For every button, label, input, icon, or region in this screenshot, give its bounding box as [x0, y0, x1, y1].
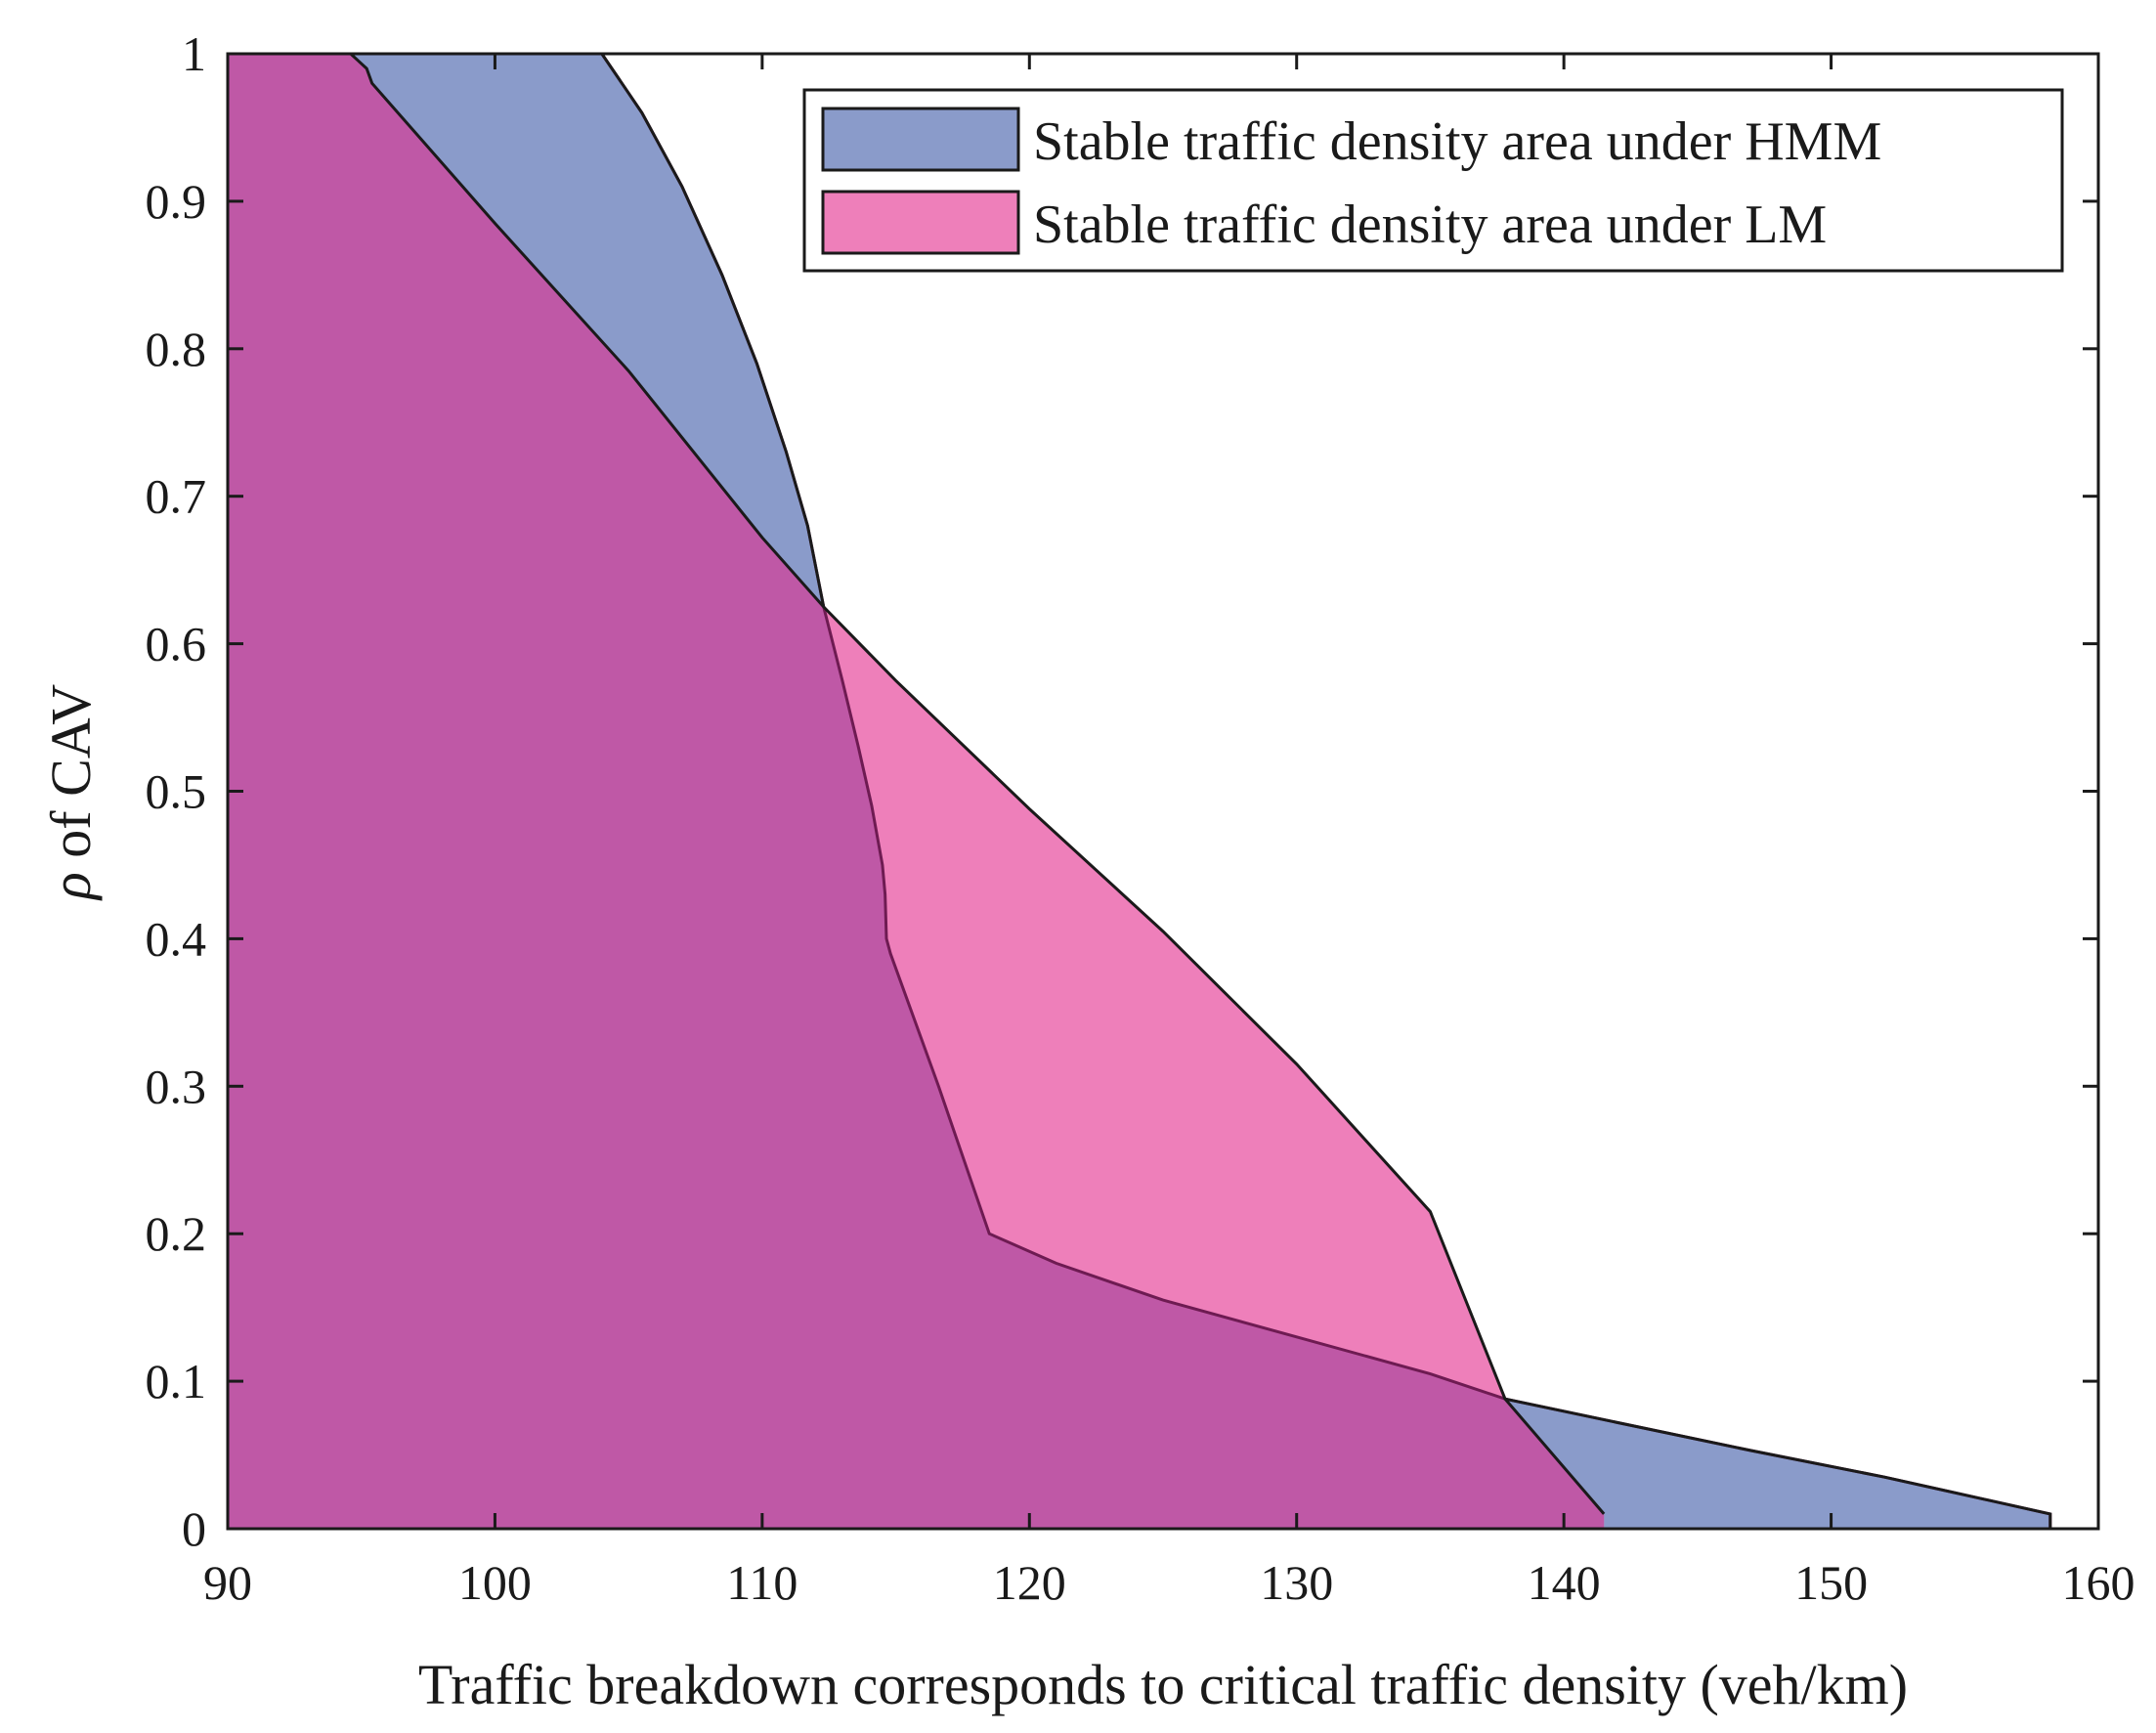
legend-swatch-lm — [821, 190, 1020, 255]
y-tick-label: 0.8 — [146, 322, 207, 376]
y-tick-label: 0.5 — [146, 764, 207, 819]
x-tick-label: 120 — [993, 1555, 1066, 1610]
boundary-lines — [349, 54, 2052, 1529]
boundary-hmm-upper — [600, 54, 826, 608]
legend-swatch-hmm — [821, 107, 1020, 172]
x-axis-label: Traffic breakdown corresponds to critica… — [418, 1653, 1908, 1716]
x-axis-ticks: 90 100 110 120 130 140 150 160 — [203, 54, 2135, 1610]
y-tick-label: 0 — [182, 1501, 206, 1556]
legend: Stable traffic density area under HMM St… — [802, 88, 2064, 273]
boundary-lm — [349, 54, 1606, 1515]
y-axis-label: ρ of CAV — [39, 684, 103, 901]
x-tick-label: 110 — [726, 1555, 798, 1610]
plot-areas — [228, 54, 2050, 1529]
x-tick-label: 90 — [203, 1555, 252, 1610]
x-tick-label: 140 — [1528, 1555, 1601, 1610]
y-tick-label: 0.7 — [146, 469, 207, 524]
y-tick-label: 0.9 — [146, 174, 207, 229]
boundary-hmm-tail — [1504, 1397, 2052, 1529]
x-tick-label: 160 — [2062, 1555, 2135, 1610]
y-tick-label: 0.1 — [146, 1354, 207, 1408]
y-tick-label: 0.3 — [146, 1059, 207, 1113]
legend-label-hmm: Stable traffic density area under HMM — [1033, 111, 1881, 172]
y-tick-label: 0.4 — [146, 911, 207, 966]
y-tick-label: 0.2 — [146, 1206, 207, 1261]
y-axis-label-text: of CAV — [39, 684, 103, 872]
y-axis-label-symbol: ρ — [39, 872, 103, 901]
x-tick-label: 150 — [1794, 1555, 1868, 1610]
x-tick-label: 100 — [458, 1555, 532, 1610]
legend-label-lm: Stable traffic density area under LM — [1033, 195, 1827, 255]
y-tick-label: 0.6 — [146, 617, 207, 672]
y-tick-label: 1 — [182, 26, 206, 81]
x-tick-label: 130 — [1260, 1555, 1333, 1610]
y-axis-ticks: 0 0.1 0.2 0.3 0.4 0.5 0.6 0.7 0.8 0.9 1 — [146, 26, 2098, 1556]
